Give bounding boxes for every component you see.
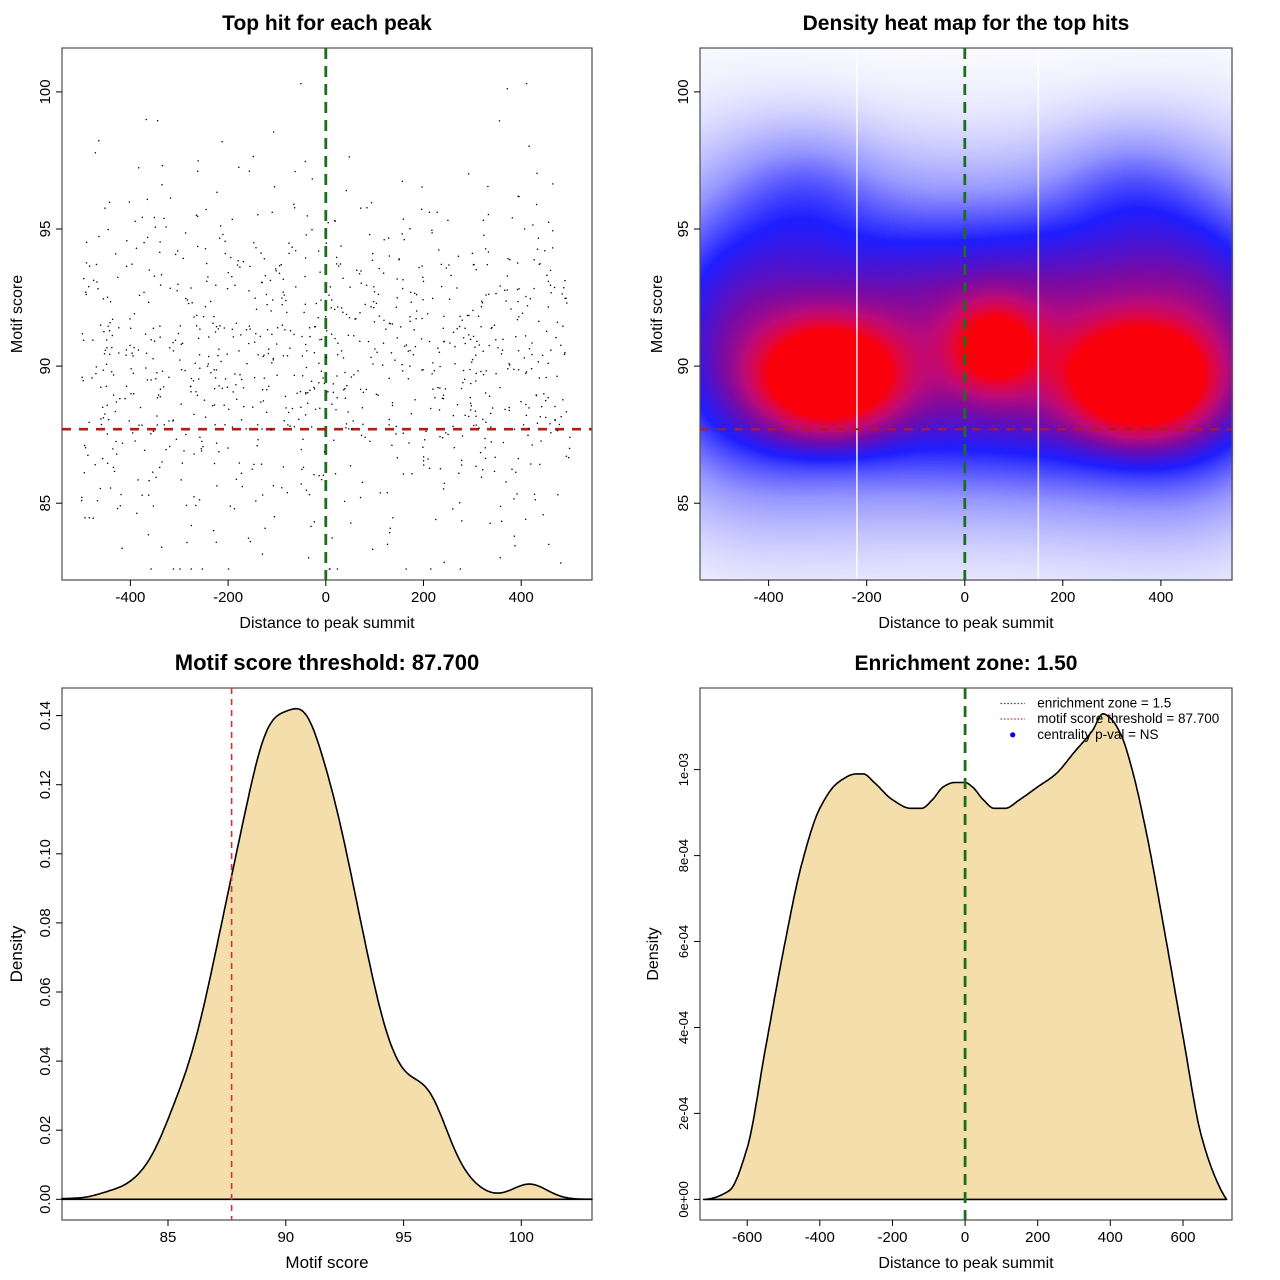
- svg-text:1e-03: 1e-03: [676, 753, 691, 786]
- svg-text:85: 85: [160, 1229, 177, 1246]
- svg-text:0.08: 0.08: [37, 908, 54, 937]
- svg-text:100: 100: [509, 1229, 534, 1246]
- svg-text:90: 90: [277, 1229, 294, 1246]
- svg-text:-200: -200: [877, 1229, 907, 1246]
- svg-text:6e-04: 6e-04: [676, 925, 691, 958]
- svg-text:0: 0: [961, 589, 969, 606]
- svg-text:95: 95: [675, 221, 692, 238]
- svg-text:Distance to peak summit: Distance to peak summit: [878, 1255, 1054, 1272]
- svg-text:0.02: 0.02: [37, 1116, 54, 1145]
- svg-text:0: 0: [961, 1229, 969, 1246]
- svg-text:Density heat map for the top h: Density heat map for the top hits: [803, 12, 1130, 35]
- svg-text:0.14: 0.14: [37, 701, 54, 730]
- svg-text:0.04: 0.04: [37, 1046, 54, 1075]
- svg-text:600: 600: [1170, 1229, 1195, 1246]
- svg-text:Density: Density: [645, 927, 662, 980]
- svg-text:Motif score: Motif score: [649, 275, 666, 353]
- svg-text:200: 200: [411, 589, 436, 606]
- svg-text:85: 85: [675, 495, 692, 512]
- svg-text:Density: Density: [7, 925, 26, 982]
- svg-text:400: 400: [509, 589, 534, 606]
- svg-text:0.12: 0.12: [37, 770, 54, 799]
- svg-text:motif score threshold = 87.700: motif score threshold = 87.700: [1037, 711, 1219, 726]
- svg-text:-200: -200: [852, 589, 882, 606]
- svg-text:0.00: 0.00: [37, 1185, 54, 1214]
- svg-text:enrichment zone = 1.5: enrichment zone = 1.5: [1037, 696, 1171, 711]
- svg-text:Enrichment zone: 1.50: Enrichment zone: 1.50: [855, 652, 1078, 675]
- svg-text:95: 95: [37, 221, 54, 238]
- svg-text:Distance to peak summit: Distance to peak summit: [239, 615, 415, 632]
- svg-text:400: 400: [1098, 1229, 1123, 1246]
- svg-text:-400: -400: [115, 589, 145, 606]
- svg-text:Motif score: Motif score: [9, 275, 26, 353]
- svg-text:200: 200: [1050, 589, 1075, 606]
- svg-text:-600: -600: [732, 1229, 762, 1246]
- svg-text:100: 100: [37, 79, 54, 104]
- svg-text:200: 200: [1025, 1229, 1050, 1246]
- svg-text:0.10: 0.10: [37, 839, 54, 868]
- svg-text:0e+00: 0e+00: [676, 1181, 691, 1218]
- svg-text:90: 90: [675, 358, 692, 375]
- svg-text:-400: -400: [754, 589, 784, 606]
- svg-text:Distance to peak summit: Distance to peak summit: [878, 615, 1054, 632]
- svg-text:0: 0: [322, 589, 330, 606]
- svg-text:4e-04: 4e-04: [676, 1011, 691, 1044]
- svg-text:Motif score threshold: 87.700: Motif score threshold: 87.700: [175, 650, 479, 675]
- svg-text:2e-04: 2e-04: [676, 1097, 691, 1130]
- svg-text:85: 85: [37, 495, 54, 512]
- svg-text:90: 90: [37, 358, 54, 375]
- svg-text:Top hit for each peak: Top hit for each peak: [222, 12, 432, 35]
- svg-text:100: 100: [675, 79, 692, 104]
- svg-text:400: 400: [1148, 589, 1173, 606]
- svg-text:8e-04: 8e-04: [676, 839, 691, 872]
- svg-text:Motif score: Motif score: [285, 1253, 368, 1272]
- svg-text:centrality p-val = NS: centrality p-val = NS: [1037, 727, 1158, 742]
- svg-text:-200: -200: [213, 589, 243, 606]
- svg-text:-400: -400: [805, 1229, 835, 1246]
- svg-text:95: 95: [395, 1229, 412, 1246]
- svg-text:0.06: 0.06: [37, 977, 54, 1006]
